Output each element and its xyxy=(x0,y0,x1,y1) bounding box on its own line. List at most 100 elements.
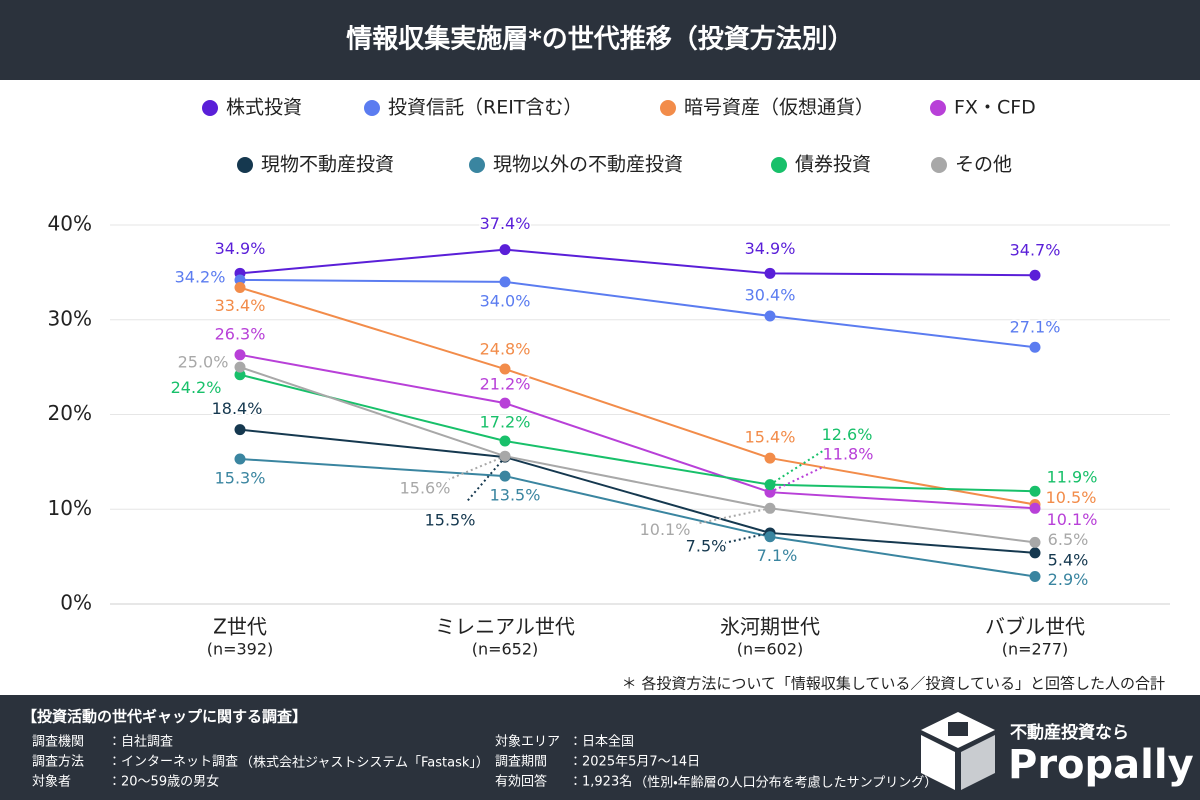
x-tick-label: 氷河期世代 xyxy=(720,615,820,639)
survey-value: ：20〜59歳の男女 xyxy=(108,775,219,790)
legend-label: FX・CFD xyxy=(954,97,1036,119)
data-label: 34.2% xyxy=(175,267,226,286)
logo xyxy=(921,712,995,790)
data-label: 10.1% xyxy=(1047,510,1098,529)
label-leader xyxy=(769,465,826,494)
y-tick-label: 10% xyxy=(48,496,92,520)
data-point xyxy=(499,276,511,288)
survey-value: ：自社調査 xyxy=(108,735,173,750)
title-bar xyxy=(0,0,1200,80)
series-line xyxy=(239,248,1036,277)
survey-note: （株式会社ジャストシステム「Fastask」） xyxy=(240,756,489,771)
data-label: 10.1% xyxy=(640,520,691,539)
data-point xyxy=(234,274,246,286)
data-point xyxy=(499,470,511,482)
data-label: 34.9% xyxy=(215,239,266,258)
legend-label: 債券投資 xyxy=(795,154,871,176)
data-point xyxy=(1029,502,1041,514)
data-label: 12.6% xyxy=(822,425,873,444)
data-label: 7.1% xyxy=(757,546,798,565)
x-tick-label: Z世代 xyxy=(213,615,267,639)
data-point xyxy=(234,369,246,381)
survey-label: 有効回答 xyxy=(495,774,547,790)
data-label: 7.5% xyxy=(686,536,727,555)
survey-value: ：日本全国 xyxy=(569,735,634,750)
data-label: 18.4% xyxy=(212,399,263,418)
legend-marker xyxy=(237,157,253,173)
data-label: 37.4% xyxy=(480,214,531,233)
data-point xyxy=(1029,341,1041,353)
logo-icon-window xyxy=(948,722,968,736)
survey-label: 調査方法 xyxy=(32,754,84,770)
y-tick-label: 20% xyxy=(48,401,92,425)
data-point xyxy=(764,502,776,514)
data-label: 17.2% xyxy=(480,413,531,432)
legend-marker xyxy=(364,100,380,116)
data-point xyxy=(499,435,511,447)
logo-tagline: 不動産投資なら xyxy=(1010,722,1129,743)
logo-icon-left xyxy=(921,735,955,790)
data-point xyxy=(234,424,246,436)
data-label: 30.4% xyxy=(745,285,796,304)
series-line xyxy=(239,286,1036,506)
data-label: 27.1% xyxy=(1010,318,1061,337)
legend-label: 現物不動産投資 xyxy=(261,154,394,176)
survey-note: （性別・年齢層の人口分布を考慮したサンプリング） xyxy=(634,776,937,791)
series-line xyxy=(239,278,1036,349)
series-line xyxy=(239,373,1036,493)
survey-label: 調査機関 xyxy=(32,735,84,750)
series-line xyxy=(239,366,1036,544)
x-tick-count: (n=392) xyxy=(207,640,274,659)
label-leader xyxy=(769,449,825,486)
series-line xyxy=(239,353,1036,510)
data-point xyxy=(764,452,776,464)
data-label: 15.6% xyxy=(400,479,451,498)
legend-label: 現物以外の不動産投資 xyxy=(493,154,683,176)
x-tick-count: (n=652) xyxy=(472,640,539,659)
data-label: 26.3% xyxy=(215,324,266,343)
data-point xyxy=(764,479,776,491)
legend-marker xyxy=(771,157,787,173)
data-point xyxy=(1029,485,1041,497)
data-point xyxy=(234,282,246,294)
data-label: 6.5% xyxy=(1048,530,1089,549)
data-point xyxy=(764,267,776,279)
survey-label: 対象エリア xyxy=(495,735,560,750)
x-tick-count: (n=277) xyxy=(1002,640,1069,659)
data-point xyxy=(499,244,511,256)
data-label: 13.5% xyxy=(490,486,541,505)
data-label: 25.0% xyxy=(178,353,229,372)
chart-title: 情報収集実施層*の世代推移（投資方法別） xyxy=(346,24,854,55)
data-label: 11.9% xyxy=(1047,468,1098,487)
data-point xyxy=(764,310,776,322)
legend-marker xyxy=(931,157,947,173)
label-leader xyxy=(448,455,506,481)
data-label: 34.7% xyxy=(1010,241,1061,260)
legend-label: その他 xyxy=(955,154,1012,176)
footnote: ＊ 各投資方法について「情報収集している／投資している」と回答した人の合計 xyxy=(622,675,1165,693)
legend-marker xyxy=(469,157,485,173)
data-point xyxy=(764,531,776,543)
data-label: 2.9% xyxy=(1048,570,1089,589)
data-label: 15.3% xyxy=(215,469,266,488)
survey-heading: 【投資活動の世代ギャップに関する調査】 xyxy=(22,708,307,726)
data-point xyxy=(764,486,776,498)
series-line xyxy=(239,458,1036,578)
survey-label: 調査期間 xyxy=(495,755,547,770)
survey-value: ：インターネット調査 xyxy=(108,755,238,770)
series-line xyxy=(239,428,1036,554)
legend-label: 株式投資 xyxy=(226,97,302,119)
data-point xyxy=(499,363,511,375)
legend-marker xyxy=(660,100,676,116)
data-point xyxy=(234,453,246,465)
data-point xyxy=(499,450,511,462)
legend-label: 投資信託（REIT含む） xyxy=(388,97,582,119)
data-label: 5.4% xyxy=(1048,550,1089,569)
data-point xyxy=(1029,571,1041,583)
survey-label: 対象者 xyxy=(32,775,71,790)
data-label: 33.4% xyxy=(215,296,266,315)
data-point xyxy=(1029,269,1041,281)
data-point xyxy=(234,349,246,361)
data-point xyxy=(499,397,511,409)
data-label: 15.5% xyxy=(425,511,476,530)
